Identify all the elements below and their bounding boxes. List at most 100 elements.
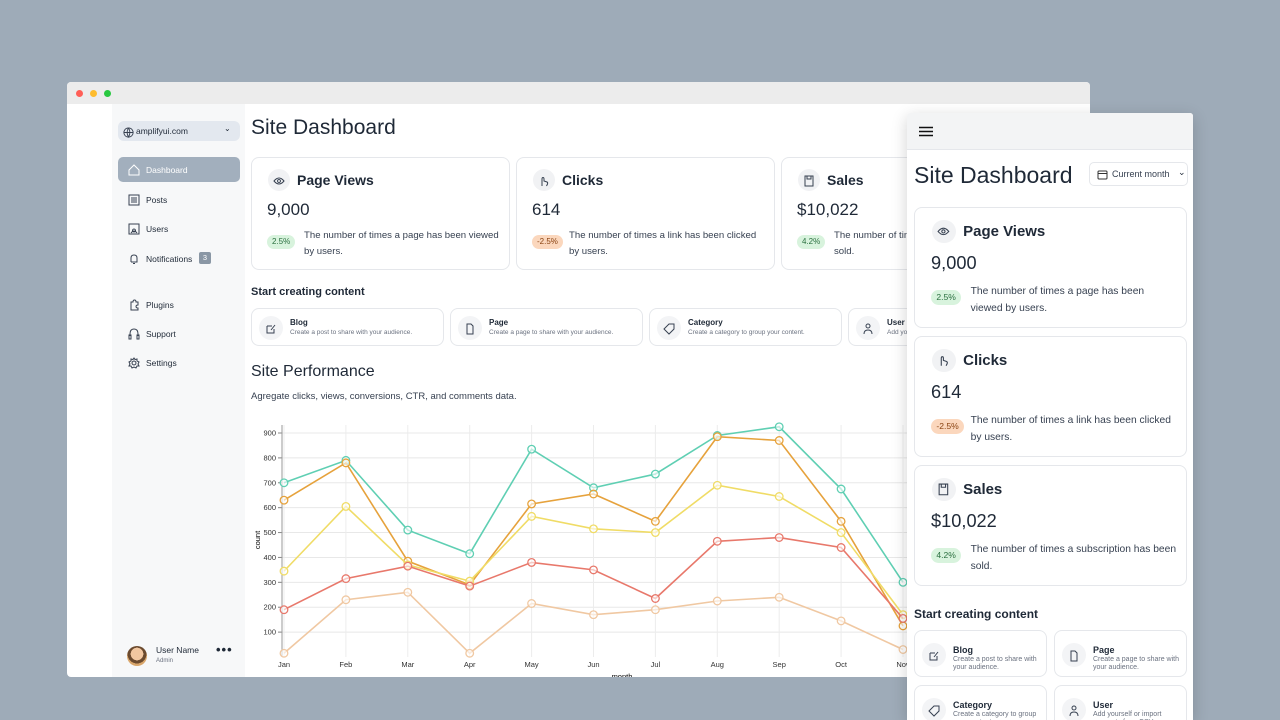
create-card[interactable]: Page Create a page to share with your aud… xyxy=(1054,630,1187,677)
nav-label: Settings xyxy=(146,358,177,368)
icon xyxy=(128,356,140,374)
icon-shape xyxy=(941,356,949,367)
x-tick-label: Nov xyxy=(896,660,910,669)
stat-change: 2.5% xyxy=(931,290,962,306)
nav-item[interactable]: Settings xyxy=(118,350,240,375)
period-label: Current month xyxy=(1112,169,1170,179)
data-point xyxy=(279,478,289,488)
icon-circle xyxy=(798,169,820,191)
x-tick-label: Feb xyxy=(339,660,352,669)
create-card[interactable]: Blog Create a post to share with your aud… xyxy=(251,308,444,346)
x-tick-label: Sep xyxy=(773,660,786,669)
data-point xyxy=(898,613,908,623)
icon xyxy=(128,163,140,181)
create-description: Add yourself or import accounts from CSV… xyxy=(1093,710,1162,720)
data-point xyxy=(898,577,908,587)
create-title: User xyxy=(887,318,905,327)
icon-shape xyxy=(929,651,939,660)
create-title: User xyxy=(1093,699,1114,710)
menu-lines xyxy=(919,126,933,137)
icon-svg xyxy=(937,227,950,236)
icon-svg xyxy=(128,328,140,340)
nav-label: Users xyxy=(146,224,169,234)
icon-svg xyxy=(863,323,873,335)
section-title: Start creating content xyxy=(251,286,365,298)
nav-item[interactable]: Notifications 3 xyxy=(118,246,240,271)
nav-label: Posts xyxy=(146,195,168,205)
nav-item[interactable]: Plugins xyxy=(118,292,240,317)
icon-circle xyxy=(1062,697,1086,720)
stat-change: 4.2% xyxy=(931,548,962,564)
data-point xyxy=(712,480,722,490)
stat-card: Sales $10,022 4.2% The number of times a su… xyxy=(914,465,1187,586)
icon-shape xyxy=(273,177,285,185)
stat-title: Clicks xyxy=(562,172,604,188)
minimize-dot[interactable] xyxy=(90,90,97,97)
sidebar: amplifyui.com ⌄ Dashboard Posts Users Notific… xyxy=(112,104,245,677)
page-title: Site Dashboard xyxy=(251,116,396,139)
x-axis-label: month xyxy=(612,672,633,677)
icon-svg xyxy=(663,323,675,335)
icon xyxy=(128,252,140,270)
icon xyxy=(128,222,140,240)
data-point xyxy=(836,616,846,626)
create-title: Blog xyxy=(290,318,308,327)
close-dot[interactable] xyxy=(76,90,83,97)
data-point xyxy=(465,549,475,559)
user-role: Admin xyxy=(156,658,174,664)
y-tick-label: 500 xyxy=(263,528,276,537)
icon-svg xyxy=(929,651,939,660)
data-point xyxy=(341,501,351,511)
icon-shape xyxy=(937,227,950,236)
stat-value: 9,000 xyxy=(931,252,977,273)
data-point xyxy=(341,574,351,584)
nav-item[interactable]: Support xyxy=(118,321,240,346)
stat-description: The number of times a subscription has b… xyxy=(970,543,1177,573)
nav-label: Dashboard xyxy=(146,165,188,175)
data-point xyxy=(836,516,846,526)
icon-svg xyxy=(128,223,140,235)
site-select[interactable]: amplifyui.com ⌄ xyxy=(118,121,240,141)
user-menu[interactable]: ••• xyxy=(216,642,233,657)
icon xyxy=(1068,649,1080,667)
icon-circle xyxy=(657,316,681,340)
icon-shape xyxy=(128,328,140,340)
data-point xyxy=(589,489,598,499)
icon-svg xyxy=(541,176,549,187)
data-point xyxy=(836,543,846,552)
icon xyxy=(273,174,285,192)
stat-title: Page Views xyxy=(963,222,1046,240)
nav-item[interactable]: Users xyxy=(118,216,240,241)
menu-icon[interactable] xyxy=(919,126,933,137)
stat-value: 614 xyxy=(931,381,962,402)
nav-label: Notifications xyxy=(146,254,193,264)
icon-svg xyxy=(130,254,138,264)
nav-item[interactable]: Posts xyxy=(118,187,240,212)
data-point xyxy=(774,492,784,501)
calendar-icon xyxy=(1097,170,1108,180)
title-bar xyxy=(67,82,1090,104)
stat-card: Clicks 614 -2.5% The number of times a link… xyxy=(914,336,1187,457)
icon-shape xyxy=(123,127,134,138)
icon xyxy=(937,225,950,243)
icon-circle xyxy=(1062,642,1086,667)
stat-change: 4.2% xyxy=(797,235,826,249)
data-point xyxy=(836,484,846,494)
icon-shape xyxy=(1070,650,1078,661)
create-card[interactable]: Page Create a page to share with your aud… xyxy=(450,308,643,346)
nav-item[interactable]: Dashboard xyxy=(118,157,240,182)
icon-shape xyxy=(863,323,873,335)
nav-label: Support xyxy=(146,329,176,339)
create-title: Page xyxy=(1093,644,1115,655)
create-description: Create a page to share with your audienc… xyxy=(1093,655,1179,672)
data-point xyxy=(589,565,598,575)
x-tick-label: Oct xyxy=(835,660,848,669)
stat-change: 2.5% xyxy=(267,235,296,249)
maximize-dot[interactable] xyxy=(104,90,111,97)
icon-circle xyxy=(458,316,482,340)
period-select[interactable]: Current month ⌄ xyxy=(1089,162,1188,186)
create-card[interactable]: Blog Create a post to share with your aud… xyxy=(914,630,1047,677)
